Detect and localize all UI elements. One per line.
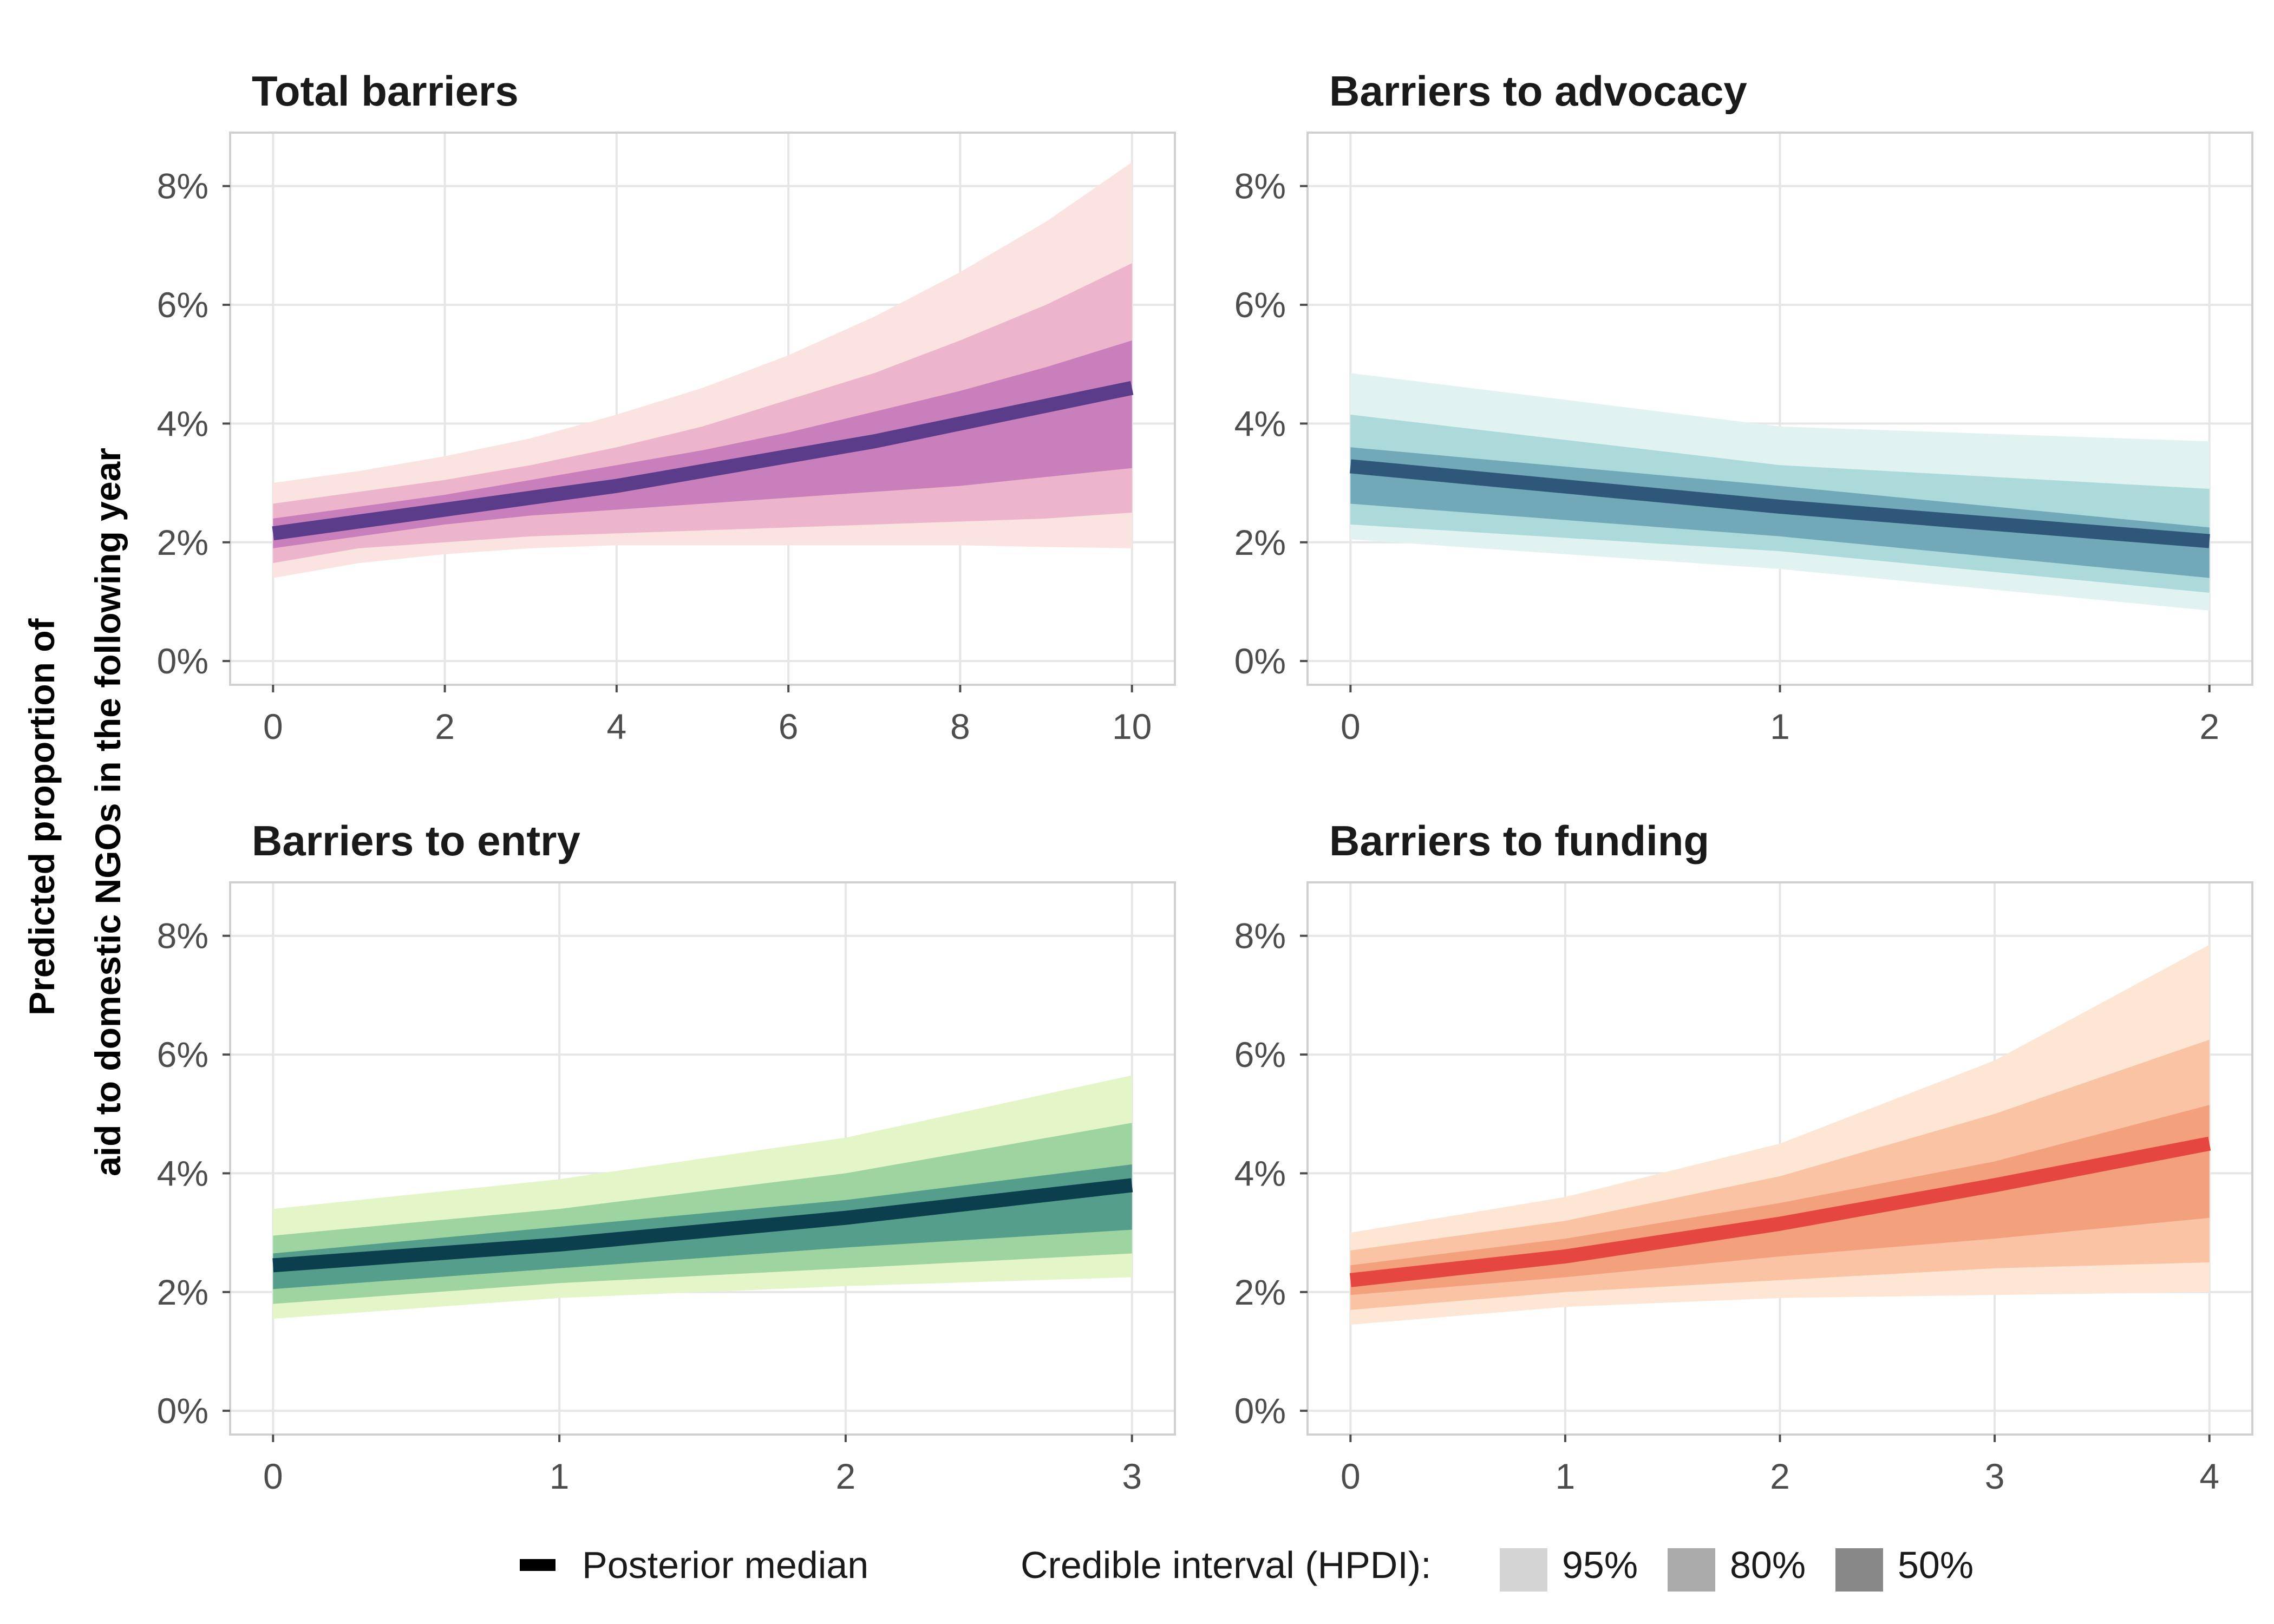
x-tick-label-2: 2 — [1770, 1456, 1790, 1496]
panel-4: 0% 2% 4% 6% 8% 0 1 2 3 4 Barriers to funding — [1234, 817, 2253, 1496]
legend-interval-title: Credible interval (HPDI): — [1021, 1544, 1432, 1586]
x-tick-label-2: 4 — [607, 706, 627, 746]
y-tick-label-2: 4% — [157, 403, 208, 443]
x-tick-label-1: 1 — [1556, 1456, 1576, 1496]
x-tick-label-3: 6 — [779, 706, 799, 746]
x-tick-label-2: 2 — [836, 1456, 856, 1496]
legend-median-swatch — [520, 1559, 556, 1571]
legend-median-label: Posterior median — [582, 1544, 868, 1586]
median-line — [272, 381, 1134, 541]
y-tick-label-3: 6% — [157, 1034, 208, 1075]
legend-label-95: 95% — [1562, 1544, 1638, 1586]
y-axis-title-line-1: Predicted proportion of — [22, 618, 62, 1015]
x-tick-label-4: 4 — [2199, 1456, 2219, 1496]
y-tick-label-0: 0% — [1234, 1391, 1286, 1431]
median-line — [1349, 1136, 2211, 1287]
y-tick-label-4: 8% — [1234, 916, 1286, 956]
y-axis-title-line-2: aid to domestic NGOs in the following ye… — [88, 448, 128, 1176]
band-50 — [273, 340, 1132, 548]
panel-3: 0% 2% 4% 6% 8% 0 1 2 3 Barriers to entry — [157, 817, 1176, 1496]
y-tick-label-1: 2% — [157, 522, 208, 562]
legend-swatch-50 — [1835, 1548, 1883, 1592]
panel-title: Barriers to advocacy — [1329, 67, 1747, 115]
y-tick-label-2: 4% — [1234, 1153, 1286, 1193]
y-tick-label-1: 2% — [157, 1272, 208, 1312]
panel-1: 0% 2% 4% 6% 8% 0 2 4 6 8 10 Total barriers — [157, 67, 1176, 746]
y-tick-label-1: 2% — [1234, 522, 1286, 562]
x-tick-label-5: 10 — [1112, 706, 1152, 746]
legend-label-80: 80% — [1730, 1544, 1806, 1586]
y-tick-label-4: 8% — [1234, 166, 1286, 206]
x-tick-label-0: 0 — [1341, 1456, 1361, 1496]
x-tick-label-3: 3 — [1122, 1456, 1142, 1496]
panel-frame — [229, 881, 1176, 1436]
x-tick-label-0: 0 — [263, 1456, 283, 1496]
panel-title: Total barriers — [252, 67, 519, 115]
x-tick-label-1: 1 — [1770, 706, 1790, 746]
legend: Posterior median Credible interval (HPDI… — [520, 1544, 1974, 1592]
panel-title: Barriers to funding — [1329, 817, 1709, 865]
x-tick-label-3: 3 — [1985, 1456, 2005, 1496]
panel-2: 0% 2% 4% 6% 8% 0 1 2 Barriers to advocacy — [1234, 67, 2253, 746]
legend-swatch-80 — [1668, 1548, 1715, 1592]
x-tick-label-4: 8 — [950, 706, 970, 746]
y-tick-label-3: 6% — [1234, 285, 1286, 325]
x-tick-label-1: 2 — [435, 706, 455, 746]
x-tick-label-2: 2 — [2199, 706, 2219, 746]
y-tick-label-1: 2% — [1234, 1272, 1286, 1312]
median-line — [272, 1178, 1133, 1273]
median-line — [1350, 459, 2210, 548]
y-tick-label-2: 4% — [157, 1153, 208, 1193]
y-tick-label-4: 8% — [157, 166, 208, 206]
y-tick-label-2: 4% — [1234, 403, 1286, 443]
panel-title: Barriers to entry — [252, 817, 580, 865]
y-tick-label-4: 8% — [157, 916, 208, 956]
y-tick-label-0: 0% — [157, 641, 208, 681]
panel-frame — [229, 132, 1176, 686]
x-tick-label-1: 1 — [550, 1456, 570, 1496]
legend-swatch-95 — [1500, 1548, 1547, 1592]
y-tick-label-0: 0% — [157, 1391, 208, 1431]
y-tick-label-3: 6% — [157, 285, 208, 325]
x-tick-label-0: 0 — [263, 706, 283, 746]
x-tick-label-0: 0 — [1341, 706, 1361, 746]
y-axis-title: Predicted proportion of aid to domestic … — [22, 448, 128, 1176]
y-tick-label-3: 6% — [1234, 1034, 1286, 1075]
y-tick-label-0: 0% — [1234, 641, 1286, 681]
band-50 — [1350, 1105, 2210, 1295]
legend-label-50: 50% — [1898, 1544, 1974, 1586]
